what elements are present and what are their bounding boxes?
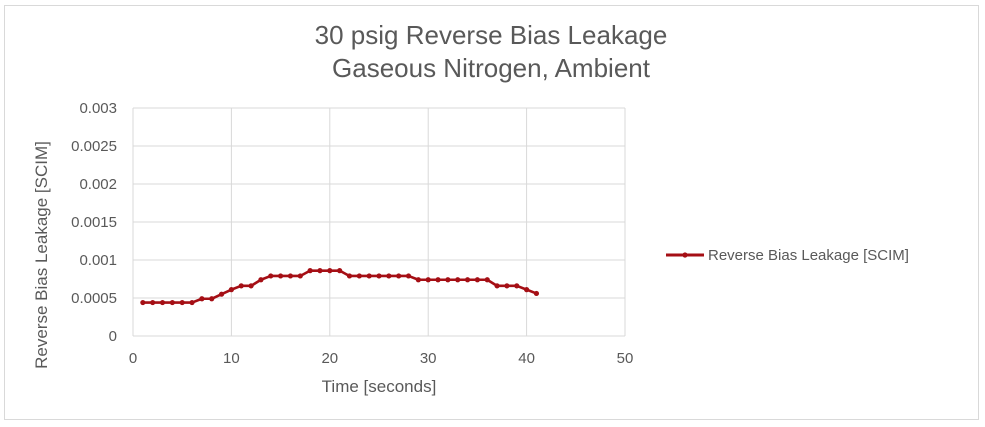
data-point — [425, 277, 431, 283]
data-point — [268, 273, 274, 279]
data-point — [415, 277, 421, 283]
data-point — [455, 277, 461, 283]
data-point — [533, 290, 540, 297]
data-point — [337, 268, 343, 274]
data-point — [150, 299, 156, 306]
data-point — [248, 283, 254, 289]
series-group — [140, 268, 540, 306]
y-tick-label: 0.0005 — [71, 290, 117, 307]
data-point — [396, 273, 402, 279]
data-point — [445, 277, 451, 283]
data-point — [376, 273, 382, 279]
data-point — [356, 273, 362, 279]
data-point — [179, 299, 185, 306]
y-tick-label: 0.002 — [79, 176, 117, 193]
x-tick-label: 0 — [129, 350, 137, 367]
chart-title-line-1: 30 psig Reverse Bias Leakage — [315, 20, 668, 50]
data-point — [366, 273, 372, 279]
data-point — [297, 273, 303, 279]
data-point — [405, 273, 412, 279]
data-point — [140, 299, 146, 306]
data-point — [169, 299, 175, 306]
grid-lines — [132, 107, 626, 337]
chart-frame — [4, 5, 979, 420]
data-point — [307, 268, 313, 274]
data-point — [189, 299, 195, 306]
data-point — [278, 273, 284, 279]
x-tick-label: 50 — [617, 350, 634, 367]
y-tick-label: 0 — [109, 328, 117, 345]
data-point — [159, 299, 166, 306]
data-point — [494, 283, 500, 289]
y-axis-title: Reverse Bias Leakage [SCIM] — [32, 141, 51, 369]
data-point — [504, 283, 510, 289]
x-tick-label: 30 — [420, 350, 437, 367]
data-point — [199, 296, 205, 302]
x-tick-label: 40 — [518, 350, 535, 367]
chart-title-line-2: Gaseous Nitrogen, Ambient — [332, 53, 651, 83]
x-tick-label: 10 — [223, 350, 240, 367]
data-point — [524, 287, 530, 293]
y-tick-label: 0.003 — [79, 100, 117, 117]
data-point — [514, 283, 520, 289]
data-point — [386, 273, 392, 279]
y-tick-label: 0.0015 — [71, 214, 117, 231]
data-point — [464, 277, 471, 283]
data-point — [474, 277, 480, 283]
data-point — [238, 283, 244, 289]
legend: Reverse Bias Leakage [SCIM] — [666, 247, 909, 264]
y-tick-label: 0.001 — [79, 252, 117, 269]
data-point — [484, 277, 490, 283]
data-point — [228, 287, 234, 293]
x-tick-label: 20 — [321, 350, 338, 367]
data-point — [287, 273, 294, 279]
legend-label: Reverse Bias Leakage [SCIM] — [708, 247, 909, 264]
data-point — [209, 296, 215, 302]
y-axis-ticks: 0 0.0005 0.001 0.0015 0.002 0.0025 0.003 — [71, 100, 117, 345]
x-axis-ticks: 0 10 20 30 40 50 — [129, 350, 634, 367]
y-tick-label: 0.0025 — [71, 138, 117, 155]
legend-point-marker — [682, 252, 688, 258]
data-point — [435, 277, 441, 283]
x-axis-title: Time [seconds] — [322, 377, 437, 396]
data-point — [317, 268, 323, 274]
data-point — [218, 291, 225, 297]
data-point — [258, 277, 264, 283]
data-point — [346, 273, 353, 279]
data-point — [327, 268, 333, 274]
